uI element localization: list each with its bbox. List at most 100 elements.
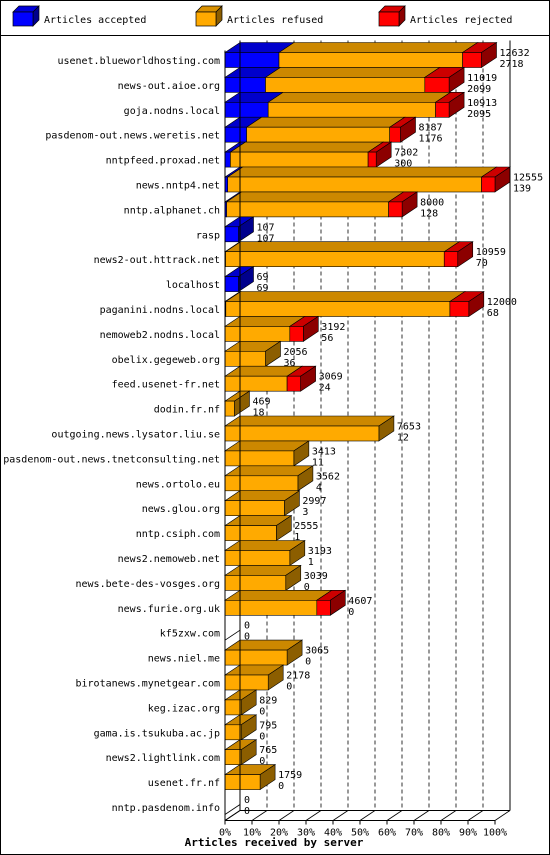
bar-row — [224, 290, 485, 318]
category-label: nntpfeed.proxad.net — [106, 156, 220, 167]
bar-segment-refused — [224, 340, 282, 367]
bar-segment-refused — [224, 415, 395, 442]
accepted-value-label: 0 — [259, 756, 265, 767]
bar-row — [224, 689, 258, 716]
bar-segment-refused — [224, 291, 466, 317]
x-tick-label: 40% — [324, 828, 342, 839]
bar-segment-accepted — [224, 216, 255, 243]
bar-row — [224, 91, 466, 118]
accepted-value-label: 18 — [252, 408, 264, 419]
total-value-label: 1759 — [278, 770, 302, 781]
category-label: news2.lightlink.com — [106, 753, 220, 764]
bar-segment-rejected — [443, 241, 474, 268]
category-label: gama.is.tsukuba.ac.jp — [94, 728, 220, 739]
bar-segment-refused — [224, 490, 301, 517]
category-label: outgoing.news.lysator.liu.se — [51, 430, 220, 441]
bar-segment-accepted — [224, 42, 295, 68]
category-label: feed.usenet-fr.net — [112, 380, 220, 391]
category-label: keg.izac.org — [148, 703, 220, 714]
bar-row — [224, 390, 251, 417]
bar-row — [224, 440, 310, 467]
category-label: news.furie.org.uk — [118, 604, 220, 615]
x-axis: 0% 10% 20% 30% 40% 50% 60% 70% 80% 90% 100% — [219, 40, 511, 839]
x-tick-label: 100% — [483, 828, 507, 839]
bar-segment-refused — [278, 42, 479, 68]
bar-row — [224, 539, 306, 567]
category-label: pasdenom-out.news.tnetconsulting.net — [3, 454, 220, 465]
legend-item-1: Articles refused — [195, 5, 323, 27]
bars — [224, 41, 511, 815]
bar-empty — [224, 629, 241, 641]
bar-segment-refused — [224, 390, 251, 417]
legend-swatch — [12, 11, 34, 27]
x-tick-label: 70% — [405, 828, 423, 839]
bar-segment-rejected — [387, 191, 419, 218]
bar-segment-refused — [224, 515, 293, 542]
bar-segment-rejected — [288, 315, 320, 342]
bar-row — [224, 415, 395, 442]
x-tick-label: 0% — [219, 828, 231, 839]
accepted-value-label: 2099 — [467, 84, 491, 95]
total-value-label: 765 — [259, 745, 277, 756]
total-value-label: 3193 — [308, 546, 332, 557]
bar-row — [224, 116, 417, 143]
legend-label: Articles refused — [227, 15, 323, 26]
accepted-value-label: 56 — [321, 333, 333, 344]
category-label: goja.nodns.local — [124, 106, 220, 117]
total-value-label: 3065 — [305, 646, 329, 657]
bar-segment-refused — [224, 440, 310, 467]
total-value-label: 2997 — [302, 496, 326, 507]
bar-segment-refused — [264, 67, 441, 93]
accepted-value-label: 0 — [348, 607, 354, 618]
total-value-label: 107 — [257, 222, 275, 233]
bar-row — [224, 714, 258, 741]
accepted-value-label: 107 — [257, 233, 275, 244]
accepted-value-label: 24 — [319, 383, 331, 394]
bar-row — [224, 365, 317, 392]
bar-row — [224, 764, 277, 791]
x-tick-depth — [413, 810, 430, 821]
value-labels: 1263227181101920991091320958187117673023… — [244, 48, 543, 817]
category-label: news.ortolo.eu — [136, 479, 220, 490]
accepted-value-label: 0 — [304, 582, 310, 593]
total-value-label: 2178 — [286, 671, 310, 682]
bar-segment-refused — [224, 365, 304, 392]
accepted-value-label: 0 — [278, 781, 284, 792]
total-value-label: 3069 — [319, 372, 343, 383]
x-tick-depth — [332, 810, 349, 821]
x-tick-label: 20% — [270, 828, 288, 839]
bar-row — [224, 216, 255, 243]
accepted-value-label: 1176 — [419, 134, 443, 145]
bar-segment-refused — [229, 141, 385, 168]
accepted-value-label: 0 — [244, 632, 250, 643]
category-label: nemoweb2.nodns.local — [100, 330, 220, 341]
accepted-value-label: 1 — [308, 557, 314, 568]
legend-label: Articles accepted — [44, 15, 146, 26]
bar-row — [224, 739, 258, 766]
accepted-value-label: 0 — [305, 657, 311, 668]
total-value-label: 69 — [257, 272, 269, 283]
total-value-label: 10959 — [476, 247, 506, 258]
legend-swatch — [378, 11, 400, 27]
total-value-label: 8187 — [419, 123, 443, 134]
bar-segment-refused — [224, 589, 333, 616]
category-label: nntp.pasdenom.info — [112, 803, 220, 814]
accepted-value-label: 2095 — [467, 109, 491, 120]
legend-item-0: Articles accepted — [12, 5, 146, 27]
bar-segment-rejected — [448, 290, 485, 318]
bar-row — [224, 515, 293, 542]
x-tick-depth — [440, 810, 457, 821]
accepted-value-label: 70 — [476, 258, 488, 269]
x-tick-depth — [251, 810, 268, 821]
category-labels: usenet.blueworldhosting.com news-out.aioe… — [3, 56, 220, 814]
bar-segment-refused — [224, 241, 461, 267]
bar-row — [224, 191, 419, 218]
accepted-value-label: 0 — [259, 731, 265, 742]
total-value-label: 829 — [259, 695, 277, 706]
x-tick-label: 90% — [459, 828, 477, 839]
accepted-value-label: 1 — [294, 532, 300, 543]
bar-row — [224, 564, 302, 591]
accepted-value-label: 0 — [286, 682, 292, 693]
bar-row — [224, 465, 314, 492]
